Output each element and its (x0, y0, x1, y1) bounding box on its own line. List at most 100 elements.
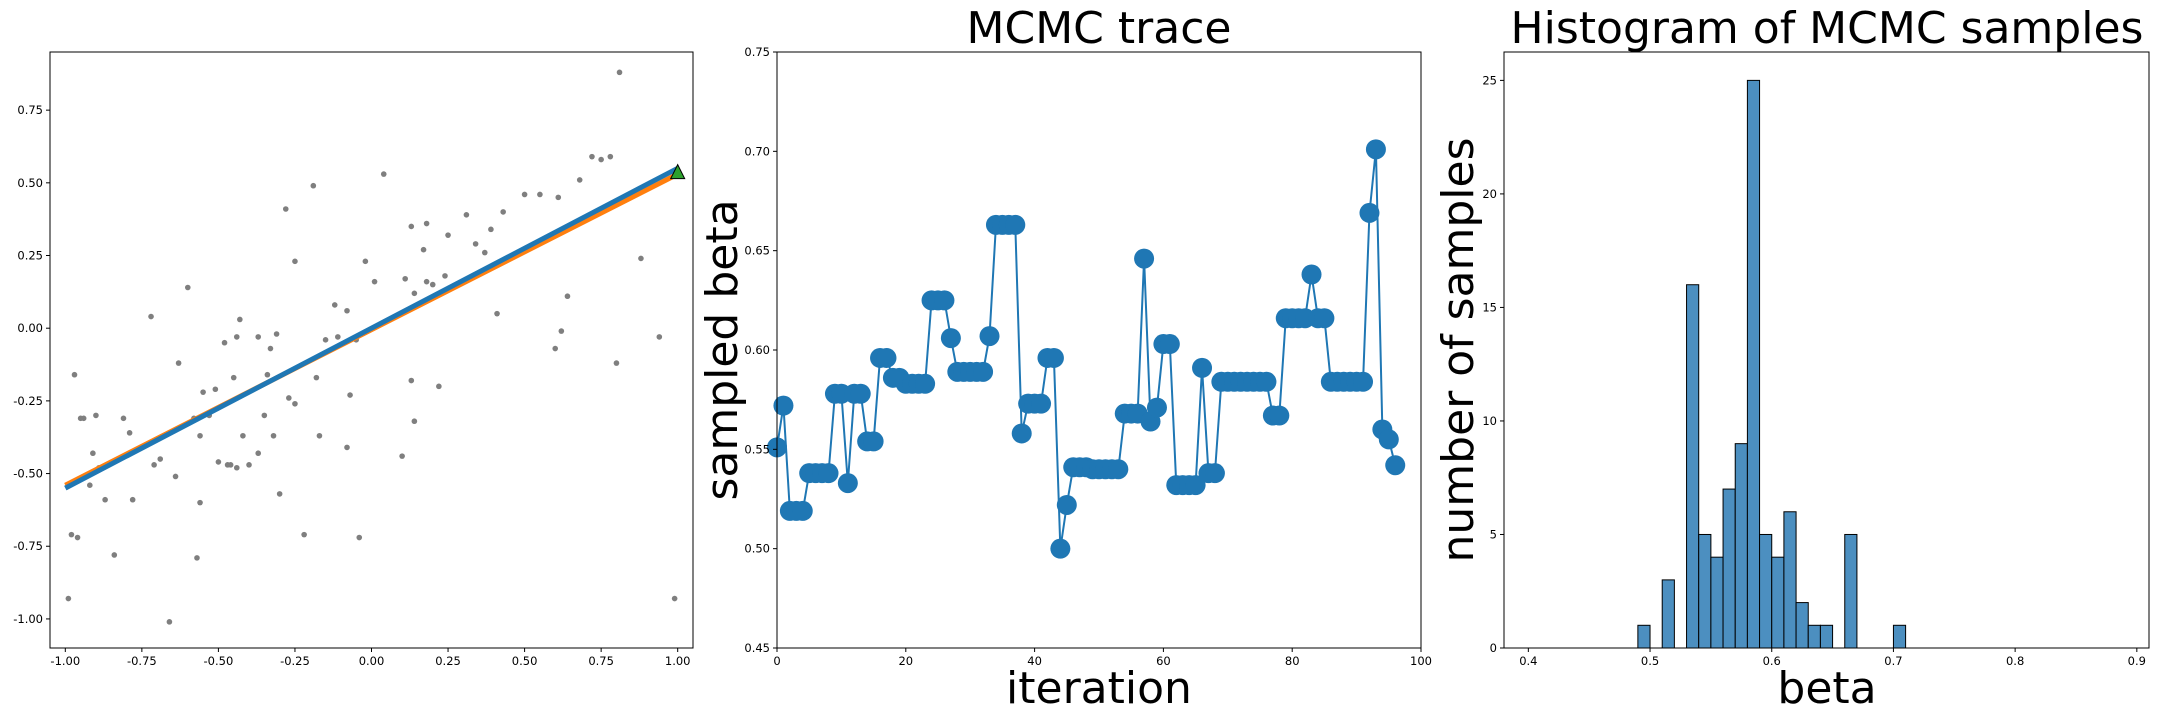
data-point (166, 619, 173, 625)
data-point (408, 377, 415, 384)
data-point (555, 194, 562, 201)
trace-point (792, 500, 813, 521)
trace-point (1192, 357, 1213, 378)
data-point (616, 69, 623, 76)
histogram-bar (1892, 624, 1907, 649)
data-point (111, 552, 118, 558)
histogram-y-tick-label: 25 (1482, 73, 1497, 87)
trace-point (1031, 393, 1052, 414)
data-point (282, 206, 289, 212)
histogram-bar (1686, 284, 1700, 649)
data-point (90, 450, 96, 457)
data-point (276, 491, 283, 497)
scatter-x-tick-label: 1.00 (665, 654, 691, 668)
data-point (442, 273, 448, 279)
trace-point (1043, 347, 1064, 368)
data-point (344, 307, 350, 314)
scatter-x-tick-label: -1.00 (50, 654, 80, 668)
data-point (423, 278, 430, 285)
trace-point (1256, 371, 1277, 392)
data-point (331, 302, 338, 308)
histogram-y-axis-label: number of samples (1433, 137, 1484, 562)
trace-y-tick-label: 0.60 (744, 343, 770, 357)
histogram-axes-frame (1503, 51, 2150, 649)
trace-y-axis-label: sampled beta (697, 199, 748, 500)
histogram-y-tick-label: 0 (1490, 641, 1497, 655)
data-point (172, 473, 179, 480)
trace-point (1185, 475, 1206, 496)
trace-x-tick-label: 60 (1156, 654, 1171, 668)
scatter-x-tick-label: -0.25 (280, 654, 310, 668)
trace-point (773, 395, 794, 416)
trace-x-axis-label: iteration (1006, 663, 1192, 714)
histogram-x-tick-label: 0.5 (1641, 654, 1659, 668)
data-point (233, 334, 240, 340)
data-point (273, 331, 280, 337)
data-point (558, 328, 565, 334)
trace-point (876, 347, 897, 368)
data-point (301, 531, 307, 538)
trace-title: MCMC trace (967, 3, 1232, 54)
trace-y-tick-label: 0.50 (744, 542, 770, 556)
histogram-x-tick-label: 0.8 (2006, 654, 2024, 668)
data-point (267, 345, 274, 352)
trace-x-tick-label: 0 (773, 654, 780, 668)
trace-point (915, 373, 936, 394)
scatter-y-tick-label: -0.25 (13, 394, 43, 408)
data-point (74, 534, 81, 541)
data-point (445, 232, 451, 238)
histogram-x-tick-label: 0.6 (1763, 654, 1781, 668)
data-point (151, 462, 157, 468)
trace-x-tick-label: 100 (1410, 654, 1432, 668)
histogram-x-tick-label: 0.7 (1884, 654, 1902, 668)
trace-point (1378, 429, 1399, 450)
trace-y-tick-label: 0.45 (744, 641, 770, 655)
data-point (356, 534, 363, 541)
histogram-bar (1698, 533, 1712, 649)
trace-ticks: 0 20 40 60 80 100 0.45 0.50 0.55 0.60 0.65 0.70 0.75 (744, 45, 1432, 668)
data-point (429, 281, 436, 288)
data-point (344, 444, 350, 451)
histogram-bar (1746, 79, 1761, 649)
data-point (310, 182, 317, 189)
scatter-axes-frame (49, 51, 694, 649)
data-point (197, 432, 203, 439)
trace-y-tick-label: 0.70 (744, 144, 770, 158)
data-point (423, 220, 430, 227)
trace-axes-frame (776, 51, 1422, 649)
scatter-y-tick-label: -1.00 (13, 612, 43, 626)
data-point (77, 415, 84, 422)
trace-x-tick-label: 40 (1027, 654, 1042, 668)
scatter-x-tick-label: -0.75 (127, 654, 157, 668)
trace-point (837, 473, 858, 494)
trace-x-tick-label: 80 (1285, 654, 1300, 668)
data-point (237, 316, 243, 323)
histogram-panel: Histogram of MCMC samples beta number of… (1433, 3, 2150, 714)
histogram-bar (1661, 579, 1675, 649)
scatter-y-tick-label: -0.50 (13, 467, 43, 481)
data-point (148, 313, 154, 320)
data-point (230, 374, 237, 381)
data-point (240, 432, 246, 439)
trace-y-tick-label: 0.55 (744, 442, 770, 456)
histogram-marks (1637, 79, 1907, 649)
scatter-ticks: -1.00 -0.75 -0.50 -0.25 0.00 0.25 0.50 0.75 1.00… (13, 103, 690, 668)
scatter-y-tick-label: 0.00 (17, 321, 43, 335)
data-point (322, 337, 329, 343)
data-point (607, 153, 614, 160)
data-point (380, 171, 387, 177)
trace-point (1204, 463, 1225, 484)
trace-marks (767, 139, 1406, 559)
data-point (68, 531, 75, 538)
scatter-y-tick-label: 0.25 (17, 249, 43, 263)
data-point (194, 555, 200, 561)
histogram-x-tick-label: 0.9 (2128, 654, 2146, 668)
trace-y-tick-label: 0.75 (744, 45, 770, 59)
data-point (227, 462, 234, 468)
trace-x-tick-label: 20 (898, 654, 913, 668)
histogram-title: Histogram of MCMC samples (1511, 3, 2144, 54)
data-point (402, 275, 408, 282)
data-point (126, 430, 133, 436)
trace-panel: MCMC trace iteration sampled beta 0 20 40 6… (697, 3, 1432, 714)
